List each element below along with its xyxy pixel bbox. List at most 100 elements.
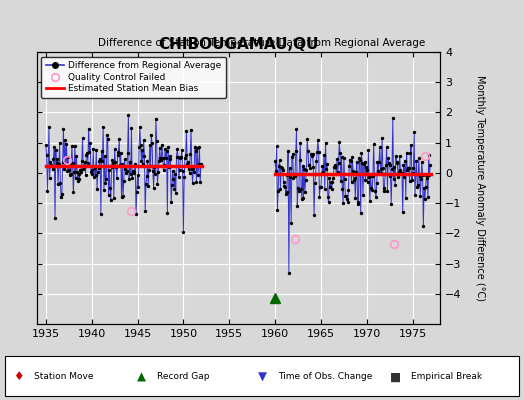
Point (81, 158, 89, 165)
Point (413, 183, 421, 190)
Point (326, 179, 335, 185)
Point (143, 173, 151, 180)
Text: Record Gap: Record Gap (157, 372, 210, 381)
Point (318, 170, 326, 176)
Point (88, 167, 96, 173)
Point (84, 126, 93, 132)
Point (82, 152, 91, 158)
Point (287, 219, 296, 226)
Point (312, 158, 321, 165)
Point (419, 223, 428, 229)
Point (153, 181, 161, 187)
Point (44, 163, 52, 170)
Point (389, 176, 398, 182)
Point (426, 162, 434, 168)
Point (106, 196, 115, 203)
Point (272, 143, 281, 149)
Point (181, 151, 190, 158)
Point (285, 270, 293, 276)
Point (346, 158, 355, 165)
Point (329, 175, 337, 181)
Point (313, 149, 321, 155)
Point (166, 153, 174, 159)
Point (310, 212, 318, 218)
Point (133, 188, 141, 195)
Text: Difference of Station Temperature Data from Regional Average: Difference of Station Temperature Data f… (99, 38, 425, 48)
Point (407, 142, 416, 148)
Point (366, 173, 375, 179)
Point (73, 168, 81, 175)
Point (146, 142, 154, 148)
Point (92, 146, 101, 153)
Point (85, 149, 94, 155)
Point (328, 178, 336, 185)
Point (271, 158, 279, 164)
Point (188, 180, 196, 186)
Point (95, 158, 104, 164)
Point (144, 182, 152, 189)
Point (345, 163, 353, 169)
Point (135, 144, 143, 150)
Point (101, 153, 109, 160)
Point (358, 160, 366, 166)
Point (418, 159, 426, 166)
Point (53, 156, 61, 162)
Point (281, 184, 289, 190)
Point (71, 174, 80, 181)
Point (143, 158, 151, 164)
Point (126, 170, 135, 177)
Point (355, 155, 363, 161)
Point (147, 132, 156, 138)
Point (98, 158, 106, 164)
Point (76, 166, 84, 173)
Point (331, 164, 340, 170)
Point (336, 177, 345, 184)
Point (161, 146, 169, 152)
Point (306, 164, 314, 171)
Point (278, 165, 286, 172)
Point (86, 140, 94, 146)
Point (406, 150, 414, 156)
Point (282, 188, 291, 195)
Point (344, 199, 352, 205)
Point (75, 176, 84, 182)
Point (159, 155, 167, 162)
Point (363, 178, 372, 185)
Point (150, 164, 159, 170)
Point (402, 150, 411, 156)
Point (370, 171, 379, 178)
Point (420, 185, 428, 191)
Point (291, 148, 300, 154)
Point (416, 193, 424, 199)
Point (170, 186, 178, 192)
Point (322, 166, 331, 172)
Point (284, 148, 292, 154)
Point (78, 158, 86, 164)
Point (160, 162, 169, 168)
Point (110, 194, 118, 201)
Point (124, 150, 132, 156)
Point (179, 168, 187, 174)
Point (290, 173, 298, 180)
Point (109, 160, 117, 166)
Point (398, 170, 406, 176)
Point (161, 154, 170, 161)
Point (64, 167, 73, 174)
Point (293, 202, 301, 209)
Point (356, 210, 365, 216)
Text: Berkeley Earth: Berkeley Earth (436, 387, 508, 397)
Point (183, 161, 191, 168)
Point (178, 147, 186, 154)
Point (80, 164, 88, 170)
Point (330, 164, 338, 171)
Title: CHIBOUGAMAU,QU: CHIBOUGAMAU,QU (158, 37, 319, 52)
Point (341, 176, 349, 183)
Point (366, 198, 374, 204)
Point (367, 185, 376, 191)
Point (111, 146, 119, 152)
Point (77, 168, 85, 175)
Text: ▲: ▲ (137, 370, 146, 383)
Point (365, 174, 373, 180)
Point (353, 201, 362, 207)
Point (387, 200, 396, 207)
